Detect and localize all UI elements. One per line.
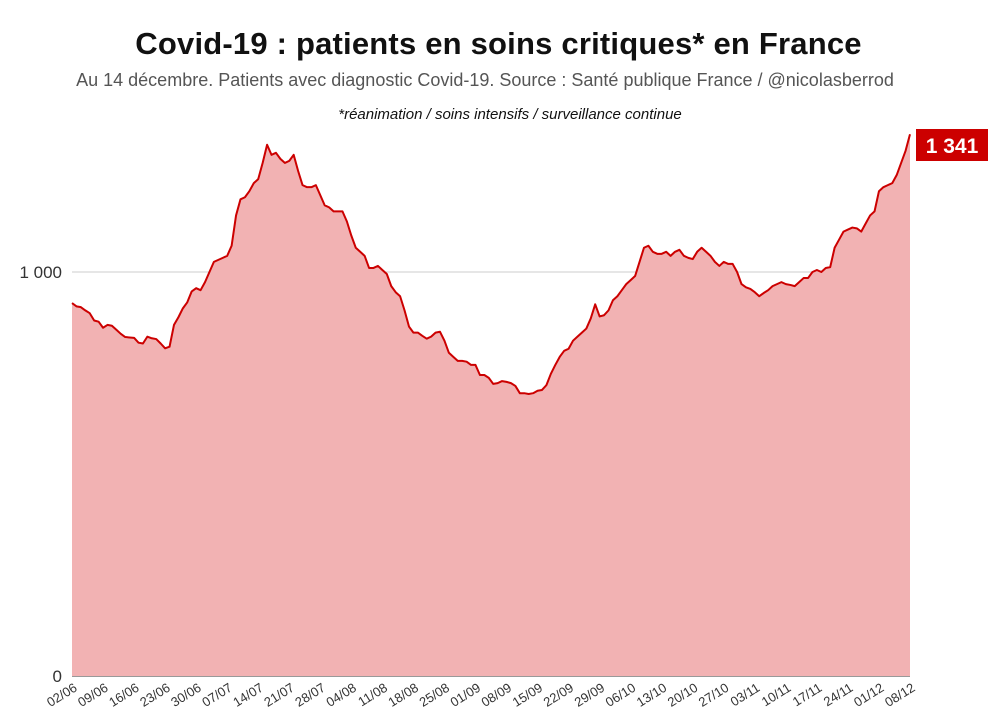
last-value-label: 1 341 [926,135,979,158]
y-tick-label: 0 [53,667,62,686]
x-tick-label: 10/11 [759,680,794,709]
chart-subtitle: Au 14 décembre. Patients avec diagnostic… [76,70,894,90]
x-tick-label: 20/10 [665,680,701,710]
x-tick-label: 23/06 [137,680,173,710]
x-tick-label: 09/06 [75,680,111,710]
y-tick-label: 1 000 [19,263,62,282]
last-value-badge: 1 341 [916,129,988,161]
x-tick-label: 13/10 [634,680,670,710]
x-tick-label: 07/07 [199,680,235,710]
x-tick-label: 30/06 [168,680,204,710]
x-tick-label: 01/09 [448,680,484,710]
x-tick-label: 08/12 [882,680,918,710]
x-tick-label: 11/08 [355,680,390,709]
x-tick-label: 27/10 [696,680,732,710]
x-tick-label: 03/11 [728,680,763,709]
x-tick-label: 21/07 [261,680,297,710]
x-axis-ticks: 02/0609/0616/0623/0630/0607/0714/0721/07… [44,680,918,710]
area-fill [72,134,910,677]
last-value-background [916,129,988,161]
chart-note: *réanimation / soins intensifs / surveil… [338,106,682,123]
x-tick-label: 29/09 [572,680,608,710]
y-axis-ticks: 0 1 000 [19,263,62,686]
x-tick-label: 15/09 [510,680,546,710]
x-tick-label: 04/08 [323,680,359,710]
x-tick-label: 17/11 [790,680,825,709]
x-tick-label: 18/08 [385,680,421,710]
series-line [71,133,911,396]
x-tick-label: 14/07 [230,680,266,710]
chart-title: Covid-19 : patients en soins critiques* … [135,26,862,61]
x-tick-label: 06/10 [603,680,639,710]
x-tick-label: 08/09 [479,680,515,710]
x-tick-label: 16/06 [106,680,142,710]
x-tick-label: 22/09 [541,680,577,710]
x-tick-label: 28/07 [292,680,328,710]
x-tick-label: 25/08 [416,680,452,710]
x-tick-label: 24/11 [821,680,856,709]
x-tick-label: 01/12 [851,680,887,710]
